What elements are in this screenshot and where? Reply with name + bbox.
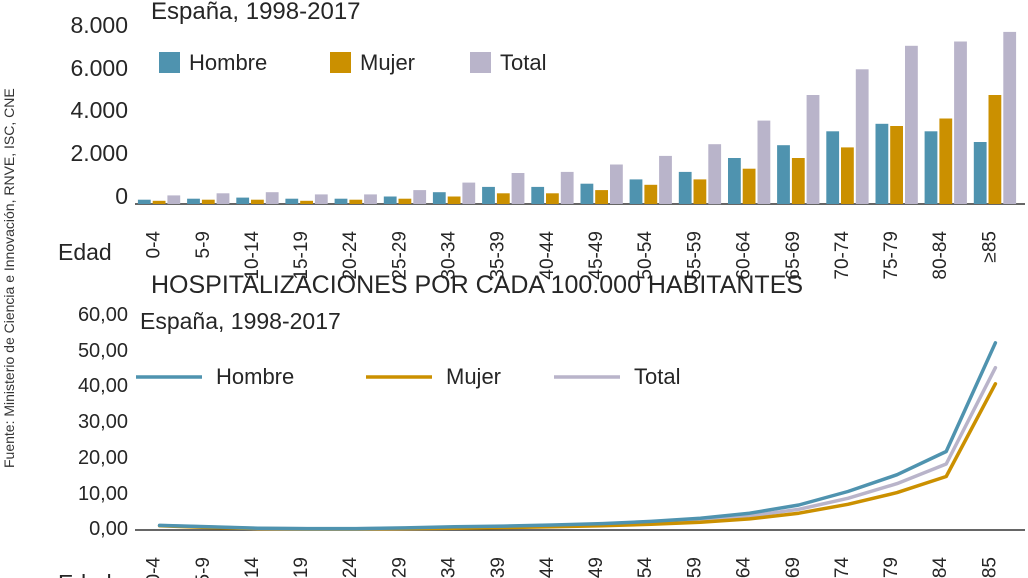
- svg-text:50-54: 50-54: [635, 557, 656, 578]
- svg-text:40,00: 40,00: [78, 375, 128, 397]
- svg-text:6.000: 6.000: [70, 55, 128, 81]
- svg-text:España, 1998-2017: España, 1998-2017: [151, 0, 361, 25]
- svg-text:Fuente: Ministerio de Ciencia: Fuente: Ministerio de Ciencia e Innovaci…: [1, 88, 17, 468]
- svg-text:20,00: 20,00: [78, 447, 128, 469]
- svg-text:0-4: 0-4: [144, 231, 165, 259]
- svg-text:75-79: 75-79: [881, 557, 902, 578]
- svg-text:Total: Total: [500, 50, 546, 75]
- svg-text:80-84: 80-84: [930, 231, 951, 280]
- svg-text:≥85: ≥85: [979, 557, 1000, 578]
- svg-text:Edad: Edad: [58, 239, 112, 265]
- svg-text:10-14: 10-14: [242, 557, 263, 578]
- svg-text:25-29: 25-29: [389, 557, 410, 578]
- svg-text:20-24: 20-24: [340, 557, 361, 578]
- svg-text:45-49: 45-49: [586, 557, 607, 578]
- svg-text:Edad: Edad: [58, 570, 112, 578]
- svg-text:8.000: 8.000: [70, 12, 128, 38]
- svg-text:50,00: 50,00: [78, 340, 128, 362]
- svg-text:0,00: 0,00: [89, 518, 128, 540]
- svg-text:HOSPITALIZACIONES POR CADA 100: HOSPITALIZACIONES POR CADA 100.000 HABIT…: [151, 271, 803, 299]
- svg-text:60,00: 60,00: [78, 304, 128, 326]
- svg-text:55-59: 55-59: [684, 557, 705, 578]
- svg-text:Total: Total: [634, 364, 680, 389]
- svg-text:70-74: 70-74: [832, 231, 853, 280]
- svg-text:Mujer: Mujer: [446, 364, 501, 389]
- svg-text:Mujer: Mujer: [360, 50, 415, 75]
- svg-text:65-69: 65-69: [783, 557, 804, 578]
- svg-text:0: 0: [115, 183, 128, 209]
- svg-text:0-4: 0-4: [144, 557, 165, 578]
- svg-text:10,00: 10,00: [78, 483, 128, 505]
- svg-text:30-34: 30-34: [439, 557, 460, 578]
- svg-text:75-79: 75-79: [881, 231, 902, 280]
- svg-text:2.000: 2.000: [70, 140, 128, 166]
- svg-text:80-84: 80-84: [930, 557, 951, 578]
- svg-text:30,00: 30,00: [78, 411, 128, 433]
- svg-text:40-44: 40-44: [537, 557, 558, 578]
- svg-text:70-74: 70-74: [832, 557, 853, 578]
- svg-text:60-64: 60-64: [734, 557, 755, 578]
- svg-text:5-9: 5-9: [193, 231, 214, 258]
- svg-text:España, 1998-2017: España, 1998-2017: [140, 308, 341, 334]
- svg-text:15-19: 15-19: [291, 557, 312, 578]
- svg-text:35-39: 35-39: [488, 557, 509, 578]
- svg-text:4.000: 4.000: [70, 97, 128, 123]
- svg-text:Hombre: Hombre: [189, 50, 267, 75]
- svg-text:5-9: 5-9: [193, 557, 214, 578]
- svg-text:Hombre: Hombre: [216, 364, 294, 389]
- svg-text:≥85: ≥85: [979, 231, 1000, 263]
